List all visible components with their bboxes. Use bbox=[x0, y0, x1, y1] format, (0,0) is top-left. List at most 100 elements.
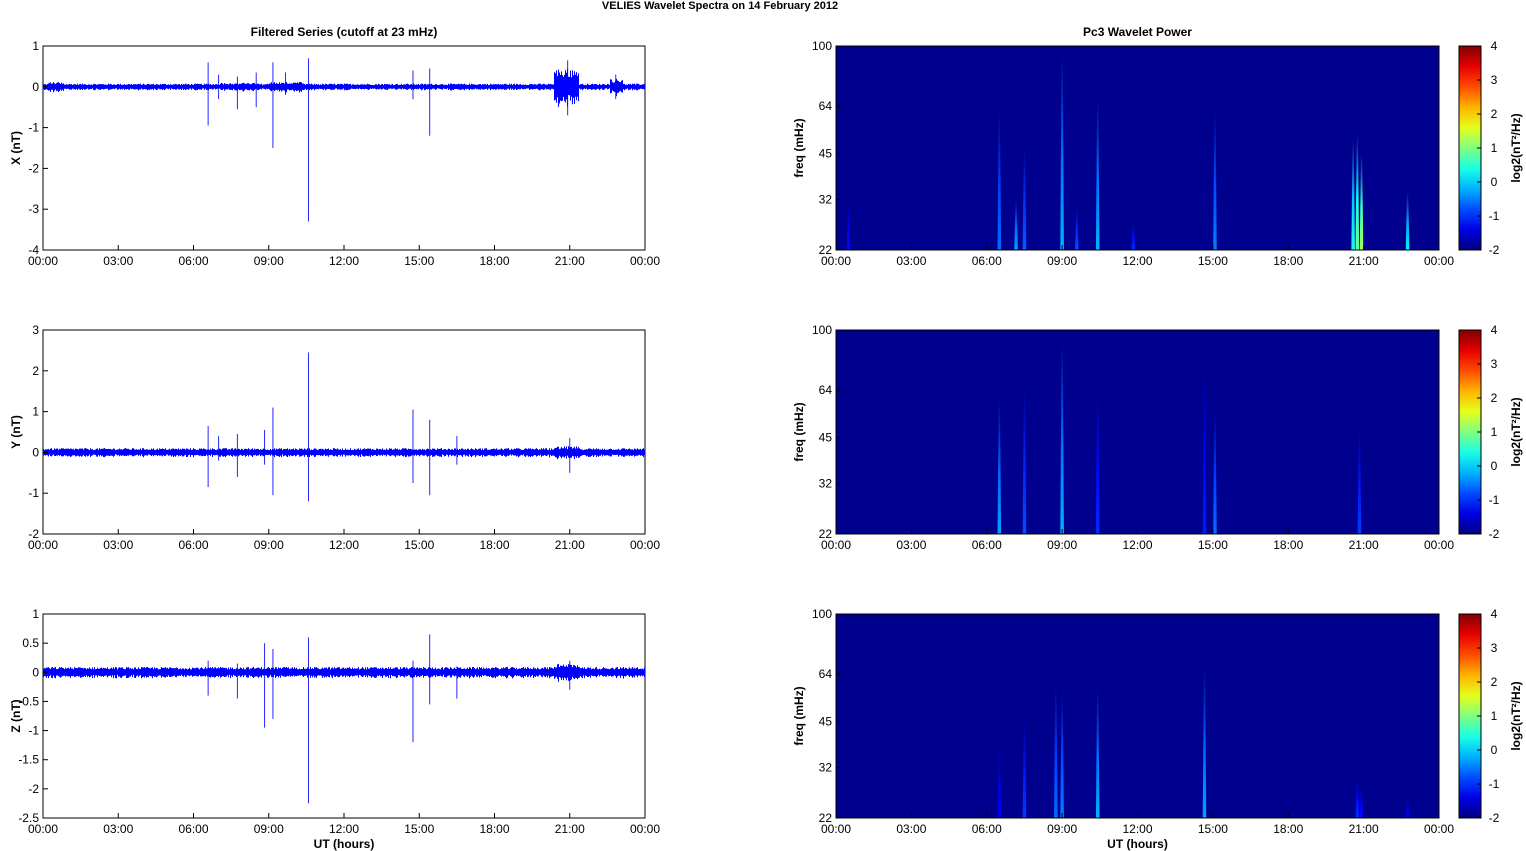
series-y-xtick-label: 21:00 bbox=[555, 538, 585, 552]
series-y-ytick-label: 1 bbox=[32, 405, 39, 419]
power-y-xtick-label: 12:00 bbox=[1122, 538, 1152, 552]
power-z-xtick-label: 12:00 bbox=[1122, 822, 1152, 836]
power-x-xtick-label: 03:00 bbox=[896, 254, 926, 268]
power-z-colorbar-tick-label: 2 bbox=[1491, 675, 1498, 689]
series-x-xtick-label: 15:00 bbox=[404, 254, 434, 268]
power-y-colorbar-tick-label: 3 bbox=[1491, 357, 1498, 371]
power-y-colorbar-tick-label: -2 bbox=[1489, 527, 1500, 541]
series-z-panel: 10.50-0.5-1-1.5-2-2.500:00 03:00 06:00 09:0… bbox=[9, 607, 660, 851]
power-y-event bbox=[997, 398, 1002, 534]
power-z-xtick-label: 00:00 bbox=[1424, 822, 1454, 836]
series-z-ytick-label: 0 bbox=[32, 665, 39, 679]
power-y-xtick-label: 00:00 bbox=[1424, 538, 1454, 552]
power-z-xtick-label: 21:00 bbox=[1349, 822, 1379, 836]
power-z-xtick-label: 03:00 bbox=[896, 822, 926, 836]
series-y-ytick-label: 0 bbox=[32, 445, 39, 459]
power-x-xtick-label: 18:00 bbox=[1273, 254, 1303, 268]
power-y-xtick-label: 15:00 bbox=[1198, 538, 1228, 552]
power-y-colorbar-tick-label: 4 bbox=[1491, 323, 1498, 337]
power-z-xtick-label: 09:00 bbox=[1047, 822, 1077, 836]
power-z-ytick-label: 64 bbox=[819, 667, 833, 681]
power-x-colorbar: 4 3 2 1 0 -1 -2 log2(nT²/Hz) bbox=[1458, 39, 1523, 257]
power-x-ylabel: freq (mHz) bbox=[792, 118, 806, 177]
power-x-xtick-label: 15:00 bbox=[1198, 254, 1228, 268]
series-y-xtick-label: 00:00 bbox=[630, 538, 660, 552]
series-y-xtick-label: 00:00 bbox=[28, 538, 58, 552]
power-x-colorbar-tick-label: 0 bbox=[1491, 175, 1498, 189]
series-y-xtick-label: 06:00 bbox=[178, 538, 208, 552]
power-z-xtick-label: 00:00 bbox=[821, 822, 851, 836]
series-z-xlabel: UT (hours) bbox=[314, 837, 375, 851]
power-x-event bbox=[1131, 222, 1136, 250]
power-x-colorbar-tick-label: -2 bbox=[1489, 243, 1500, 257]
power-y-event bbox=[1202, 360, 1207, 534]
series-x-ytick-label: 0 bbox=[32, 80, 39, 94]
power-y-xtick-label: 09:00 bbox=[1047, 538, 1077, 552]
power-z-ytick-label: 32 bbox=[819, 761, 833, 775]
series-y-xtick-label: 15:00 bbox=[404, 538, 434, 552]
series-x-ytick-label: -1 bbox=[28, 121, 39, 135]
power-x-colorbar-tick-label: 4 bbox=[1491, 39, 1498, 53]
power-y-colorbar-tick-label: 1 bbox=[1491, 425, 1498, 439]
power-x-title: Pc3 Wavelet Power bbox=[1083, 25, 1192, 39]
power-y-xtick-label: 06:00 bbox=[972, 538, 1002, 552]
power-x-event bbox=[1074, 208, 1079, 250]
series-z-ytick-label: -0.5 bbox=[18, 694, 39, 708]
power-x-event bbox=[1355, 134, 1360, 250]
power-z-event bbox=[1054, 682, 1058, 818]
series-y-xtick-label: 09:00 bbox=[254, 538, 284, 552]
power-z-xtick-label: 15:00 bbox=[1198, 822, 1228, 836]
power-z-event bbox=[1022, 718, 1027, 818]
series-z-xtick-label: 12:00 bbox=[329, 822, 359, 836]
power-x-event bbox=[1060, 52, 1064, 250]
power-z-event bbox=[1359, 785, 1364, 818]
power-y-colorbar-tick-label: 2 bbox=[1491, 391, 1498, 405]
power-y-image bbox=[836, 330, 1439, 534]
power-x-xtick-label: 06:00 bbox=[972, 254, 1002, 268]
series-z-xtick-label: 15:00 bbox=[404, 822, 434, 836]
power-z-colorbar-label: log2(nT²/Hz) bbox=[1509, 681, 1523, 750]
power-z-event bbox=[1060, 692, 1064, 818]
power-x-ytick-label: 22 bbox=[819, 243, 833, 257]
power-z-colorbar-tick-label: 3 bbox=[1491, 641, 1498, 655]
series-x-xtick-label: 21:00 bbox=[555, 254, 585, 268]
series-x-xtick-label: 06:00 bbox=[178, 254, 208, 268]
power-z-event bbox=[1405, 795, 1410, 818]
series-x-xtick-label: 03:00 bbox=[103, 254, 133, 268]
series-z-xtick-label: 06:00 bbox=[178, 822, 208, 836]
power-x-ytick-label: 100 bbox=[812, 39, 832, 53]
power-z-event bbox=[1202, 665, 1207, 818]
power-x-colorbar-tick-label: 3 bbox=[1491, 73, 1498, 87]
series-y-ytick-label: -2 bbox=[28, 527, 39, 541]
series-y-ytick-label: 3 bbox=[32, 323, 39, 337]
power-x-event bbox=[1351, 139, 1355, 250]
series-y-xtick-label: 03:00 bbox=[103, 538, 133, 552]
series-z-xtick-label: 00:00 bbox=[630, 822, 660, 836]
power-x-xtick-label: 00:00 bbox=[1424, 254, 1454, 268]
series-x-xtick-label: 12:00 bbox=[329, 254, 359, 268]
power-y-xtick-label: 03:00 bbox=[896, 538, 926, 552]
power-x-event bbox=[1405, 191, 1410, 250]
power-y-ylabel: freq (mHz) bbox=[792, 402, 806, 461]
series-y-ylabel: Y (nT) bbox=[9, 415, 23, 449]
power-y-event bbox=[1022, 385, 1027, 534]
power-y-ytick-label: 32 bbox=[819, 477, 833, 491]
power-z-xtick-label: 06:00 bbox=[972, 822, 1002, 836]
series-z-axes bbox=[42, 613, 646, 819]
power-z-colorbar: 4 3 2 1 0 -1 -2 log2(nT²/Hz) bbox=[1458, 607, 1523, 825]
power-y-ytick-label: 45 bbox=[819, 431, 833, 445]
power-z-ytick-label: 100 bbox=[812, 607, 832, 621]
power-x-event bbox=[1095, 97, 1100, 250]
power-x-event bbox=[1213, 110, 1217, 251]
power-z-image bbox=[836, 614, 1439, 818]
power-y-ytick-label: 100 bbox=[812, 323, 832, 337]
power-z-colorbar-tick-label: -1 bbox=[1489, 777, 1500, 791]
power-y-ytick-label: 64 bbox=[819, 383, 833, 397]
power-z-ytick-label: 45 bbox=[819, 715, 833, 729]
series-y-ytick-label: -1 bbox=[28, 486, 39, 500]
power-y-event bbox=[1357, 428, 1362, 534]
series-z-ytick-label: -1.5 bbox=[18, 753, 39, 767]
power-z-event bbox=[1095, 687, 1100, 818]
